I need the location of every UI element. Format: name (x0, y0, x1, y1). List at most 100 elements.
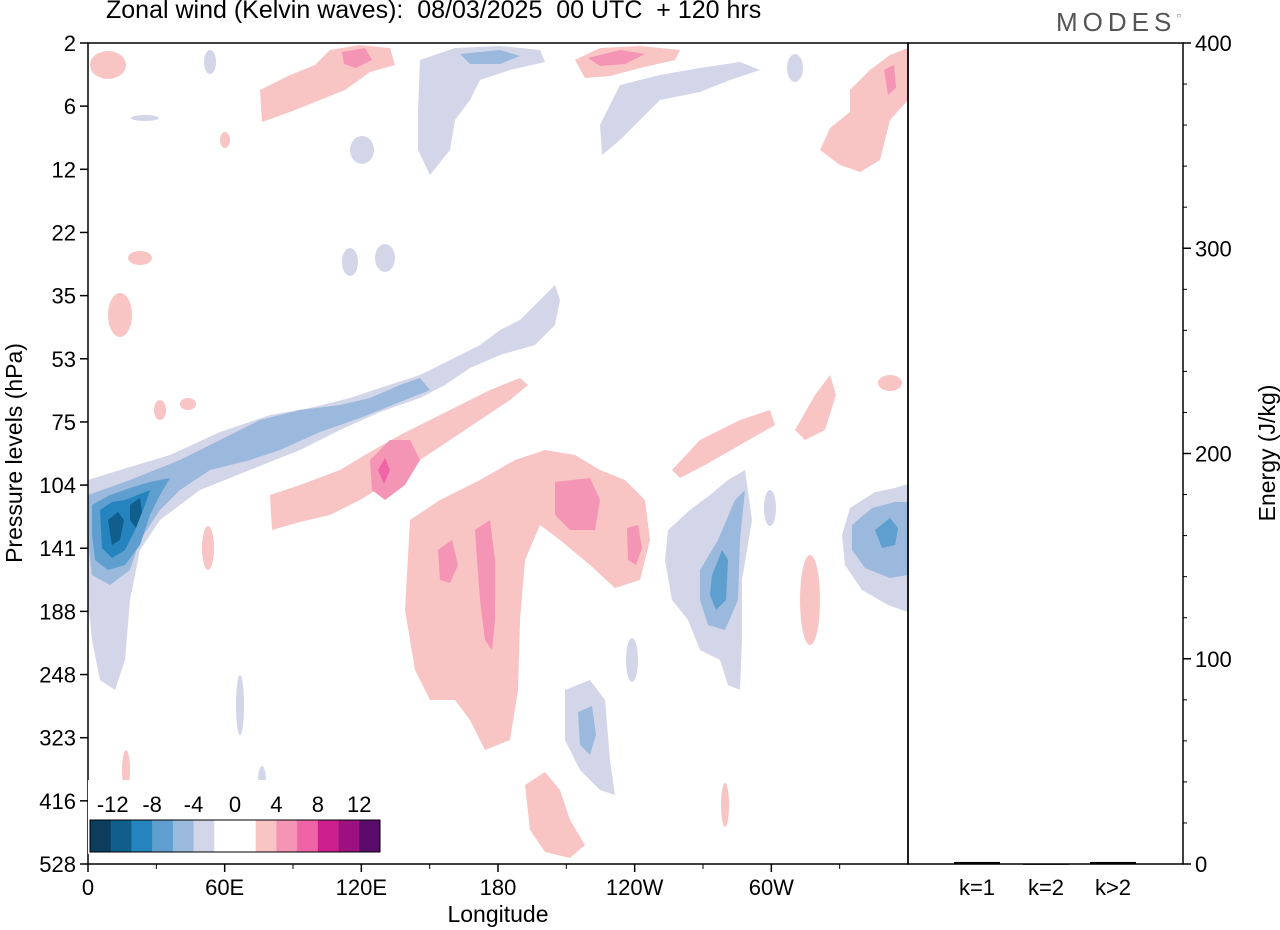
pos-upper-far-right-core (884, 65, 896, 95)
neg-lower-core (578, 706, 596, 755)
wind-contour-field (88, 45, 908, 858)
energy-axis: 0 100 200 300 400 (1183, 31, 1232, 877)
y-tick-label: 188 (39, 599, 76, 624)
y-axis-label: Pressure levels (hPa) (1, 343, 27, 563)
x-tick-label: 0 (82, 875, 94, 900)
colorbar-swatch (317, 820, 339, 852)
energy-axis-label: Energy (J/kg) (1254, 385, 1280, 522)
y-tick-label: 248 (39, 663, 76, 688)
colorbar-label: 12 (347, 792, 371, 817)
colorbar-swatch (90, 820, 112, 852)
neg-upper-right (600, 62, 760, 155)
x-tick-label: 180 (480, 875, 517, 900)
neg-patch (350, 136, 374, 164)
y-tick-label: 2 (64, 31, 76, 56)
neg-upper-center-core (460, 50, 520, 64)
pos-patch (202, 526, 214, 570)
energy-bar (954, 861, 1000, 864)
pressure-axis: 2 6 12 22 35 53 75 104 141 188 248 323 416 528 (39, 31, 88, 877)
pos-upper-right-core (588, 50, 645, 66)
pos-patch (672, 410, 775, 478)
energy-panel-frame (907, 42, 1184, 865)
neg-100w-core (710, 550, 728, 610)
colorbar-swatch (110, 820, 132, 852)
energy-category-label: k>2 (1095, 875, 1131, 900)
energy-tick-label: 300 (1195, 236, 1232, 261)
colorbar-swatch (172, 820, 194, 852)
brand-logo: MODES○ (1056, 7, 1182, 37)
y-tick-label: 141 (39, 536, 76, 561)
y-tick-label: 323 (39, 726, 76, 751)
neg-patch (375, 244, 395, 272)
colorbar-label: 0 (229, 792, 241, 817)
colorbar-label: -8 (142, 792, 162, 817)
chart-title: Zonal wind (Kelvin waves): 08/03/2025 00… (106, 0, 762, 24)
x-tick-label: 120W (606, 875, 664, 900)
colorbar-swatch (193, 820, 215, 852)
pos-patch (721, 783, 729, 827)
pos-patch (128, 251, 152, 265)
colorbar-swatch (255, 820, 277, 852)
pos-tilted-band-peak (378, 458, 390, 484)
neg-region-outer (88, 285, 560, 690)
pos-patch (180, 398, 196, 410)
neg-patch (236, 675, 244, 735)
pos-patch (90, 51, 126, 79)
neg-patch (787, 54, 803, 82)
longitude-axis: 0 60E 120E 180 120W 60W (82, 864, 841, 900)
energy-tick-label: 400 (1195, 31, 1232, 56)
energy-category-label: k=1 (959, 875, 995, 900)
colorbar-swatch (359, 820, 381, 852)
pos-patch (154, 400, 166, 420)
pos-patch (220, 132, 230, 148)
neg-patch (204, 50, 216, 74)
colorbar-swatch (152, 820, 174, 852)
neg-right-core (875, 518, 898, 548)
colorbar-swatch (297, 820, 319, 852)
y-tick-label: 6 (64, 94, 76, 119)
y-tick-label: 53 (52, 347, 76, 372)
pos-patch (108, 293, 132, 337)
pos-upper-far-right (820, 48, 908, 172)
colorbar-legend: -12 -8 -4 0 4 8 12 (88, 780, 382, 854)
colorbar-label: 8 (312, 792, 324, 817)
pos-plume-core-3 (555, 478, 600, 530)
y-tick-label: 22 (52, 220, 76, 245)
y-tick-label: 12 (52, 157, 76, 182)
y-tick-label: 416 (39, 789, 76, 814)
pos-plume-core (475, 520, 495, 650)
colorbar-swatch (276, 820, 298, 852)
neg-patch (432, 58, 444, 82)
colorbar-frame (89, 819, 381, 853)
y-tick-label: 75 (52, 410, 76, 435)
neg-patch (626, 638, 638, 682)
pos-upper-left-core (342, 48, 372, 68)
neg-patch (764, 490, 776, 526)
colorbar-label: -12 (97, 792, 129, 817)
neg-patch (131, 115, 159, 121)
y-tick-label: 104 (39, 473, 76, 498)
pos-plume-core-4 (627, 525, 642, 565)
neg-patch (342, 248, 358, 276)
x-axis-label: Longitude (447, 901, 548, 927)
x-tick-label: 120E (336, 875, 387, 900)
colorbar-swatch (338, 820, 360, 852)
energy-bar (1023, 864, 1069, 865)
pos-lower (525, 772, 585, 858)
energy-bars: k=1 k=2 k>2 (954, 861, 1136, 900)
energy-category-label: k=2 (1028, 875, 1064, 900)
colorbar-swatch (235, 820, 257, 852)
energy-tick-label: 200 (1195, 442, 1232, 467)
pos-upper-left (260, 45, 395, 122)
y-tick-label: 35 (52, 284, 76, 309)
pos-tilted-band-mid (370, 440, 420, 500)
y-tick-label: 528 (39, 852, 76, 877)
x-tick-label: 60W (749, 875, 794, 900)
colorbar-label: 4 (270, 792, 282, 817)
pos-patch (878, 375, 902, 391)
neg-region-dark (130, 498, 142, 528)
colorbar-label: -4 (184, 792, 204, 817)
x-tick-label: 60E (205, 875, 244, 900)
neg-region-extreme (108, 512, 124, 545)
